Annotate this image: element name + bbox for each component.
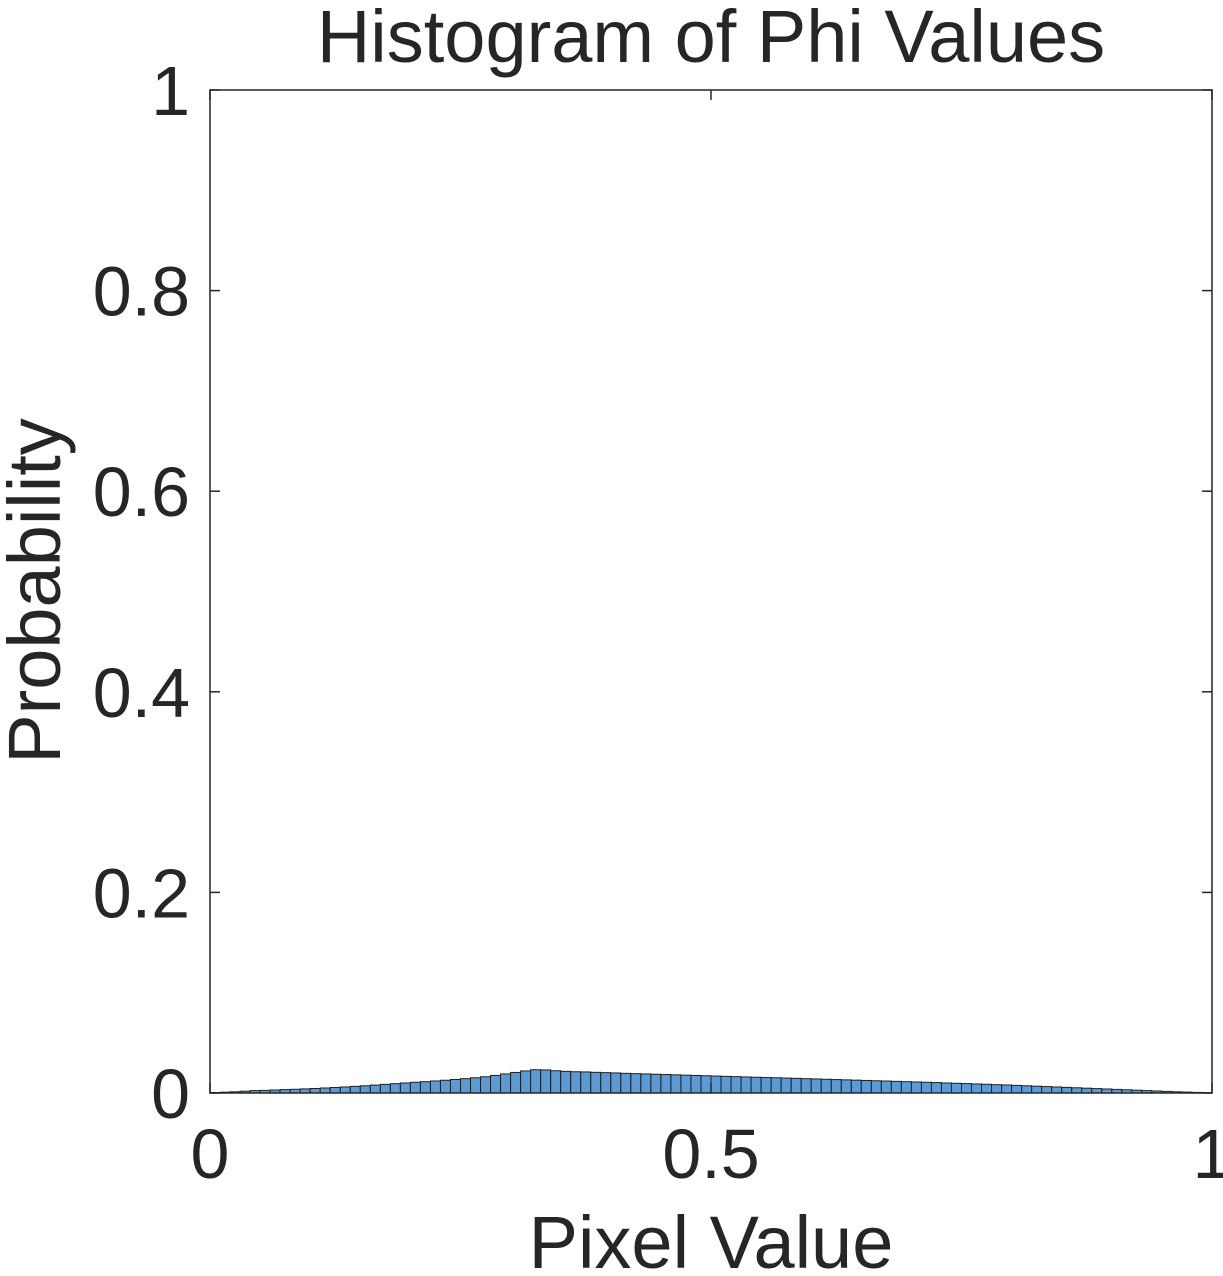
histogram-bar (620, 1072, 632, 1094)
histogram-bar (740, 1076, 752, 1094)
histogram-bar (910, 1081, 922, 1094)
histogram-bar (750, 1076, 762, 1094)
histogram-bar (790, 1077, 802, 1094)
y-tick-label: 0.2 (93, 854, 190, 932)
histogram-bar (550, 1070, 562, 1094)
histogram-bar (850, 1079, 862, 1094)
histogram-bar (449, 1078, 462, 1094)
histogram-bar (660, 1074, 672, 1094)
histogram-bar (319, 1087, 331, 1094)
histogram-bar (480, 1076, 492, 1094)
histogram-bar (890, 1080, 902, 1094)
histogram-bar (590, 1071, 602, 1094)
histogram-bar (560, 1070, 572, 1094)
histogram-bar (1031, 1085, 1043, 1094)
histogram-bar (580, 1071, 592, 1094)
histogram-bar (470, 1077, 482, 1094)
histogram-bar (399, 1082, 411, 1094)
histogram-bar (820, 1078, 832, 1094)
histogram-bar (991, 1084, 1003, 1094)
histogram-bar (389, 1083, 401, 1094)
y-axis-label: Probability (0, 418, 76, 764)
histogram-bar (630, 1073, 642, 1094)
histogram-bar (530, 1069, 542, 1094)
x-tick-label: 0 (191, 1115, 230, 1193)
histogram-bar (730, 1076, 742, 1094)
histogram-bar (690, 1074, 702, 1094)
histogram-bar (540, 1069, 552, 1094)
x-axis-label: Pixel Value (529, 1201, 894, 1276)
histogram-bar (429, 1080, 441, 1094)
chart-title: Histogram of Phi Values (317, 0, 1105, 78)
plot-area-frame (209, 89, 1213, 1094)
histogram-bar (349, 1085, 361, 1094)
histogram-bar (1051, 1086, 1063, 1094)
histogram-bar (950, 1082, 962, 1094)
histogram-bar (940, 1082, 952, 1094)
y-tick-label: 0 (151, 1055, 190, 1133)
histogram-bar (1011, 1084, 1023, 1094)
histogram-bar (419, 1081, 431, 1094)
histogram-bar (490, 1074, 502, 1094)
histogram-bar (800, 1078, 812, 1094)
histogram-bar (760, 1077, 772, 1094)
histogram-bar (520, 1070, 532, 1094)
histogram-bar (570, 1071, 582, 1094)
histogram-bar (870, 1080, 882, 1094)
histogram-bar (920, 1081, 932, 1094)
x-tick-label: 0.5 (662, 1115, 759, 1193)
histogram-bar (500, 1073, 512, 1094)
histogram-bar (439, 1079, 451, 1094)
histogram-bar (961, 1083, 973, 1094)
histogram-bar (329, 1086, 341, 1094)
histogram-bar (770, 1077, 782, 1094)
histogram-bar (880, 1080, 892, 1094)
histogram-bar (460, 1078, 472, 1094)
histogram-bar (339, 1086, 351, 1094)
histogram-bar (600, 1072, 612, 1094)
histogram-bar (810, 1078, 822, 1094)
y-tick-label: 0.8 (93, 253, 190, 331)
histogram-bar (650, 1073, 662, 1094)
histogram-bar (1021, 1085, 1033, 1094)
histogram-bar (1041, 1086, 1053, 1094)
histogram-bar (860, 1079, 872, 1094)
axis-ticks: 0 0.5 1 0 0.2 0.4 0.6 0.8 1 (93, 52, 1223, 1193)
y-tick-label: 1 (151, 52, 190, 130)
histogram-bar (369, 1084, 381, 1094)
histogram-bar (670, 1074, 682, 1094)
histogram-bar (700, 1075, 712, 1094)
histogram-bar (640, 1073, 652, 1094)
histogram-bar (930, 1082, 942, 1094)
histogram-bar (830, 1079, 842, 1094)
histogram-bar (710, 1075, 722, 1094)
histogram-bars (209, 1069, 1213, 1094)
histogram-bar (510, 1071, 522, 1094)
histogram-bar (1071, 1087, 1083, 1094)
histogram-bar (900, 1081, 912, 1094)
histogram-bar (359, 1085, 371, 1094)
y-tick-label: 0.6 (93, 453, 190, 531)
histogram-bar (981, 1083, 993, 1094)
histogram-bar (1001, 1084, 1013, 1094)
y-tick-label: 0.4 (93, 654, 190, 732)
histogram-bar (610, 1072, 622, 1094)
histogram-bar (1061, 1086, 1073, 1094)
histogram-bar (720, 1075, 732, 1094)
histogram-bar (379, 1083, 391, 1094)
histogram-bar (840, 1079, 852, 1094)
histogram-bar (780, 1077, 792, 1094)
histogram-bar (409, 1081, 421, 1094)
histogram-bar (680, 1074, 692, 1094)
histogram-bar (971, 1083, 983, 1094)
x-tick-label: 1 (1193, 1115, 1223, 1193)
